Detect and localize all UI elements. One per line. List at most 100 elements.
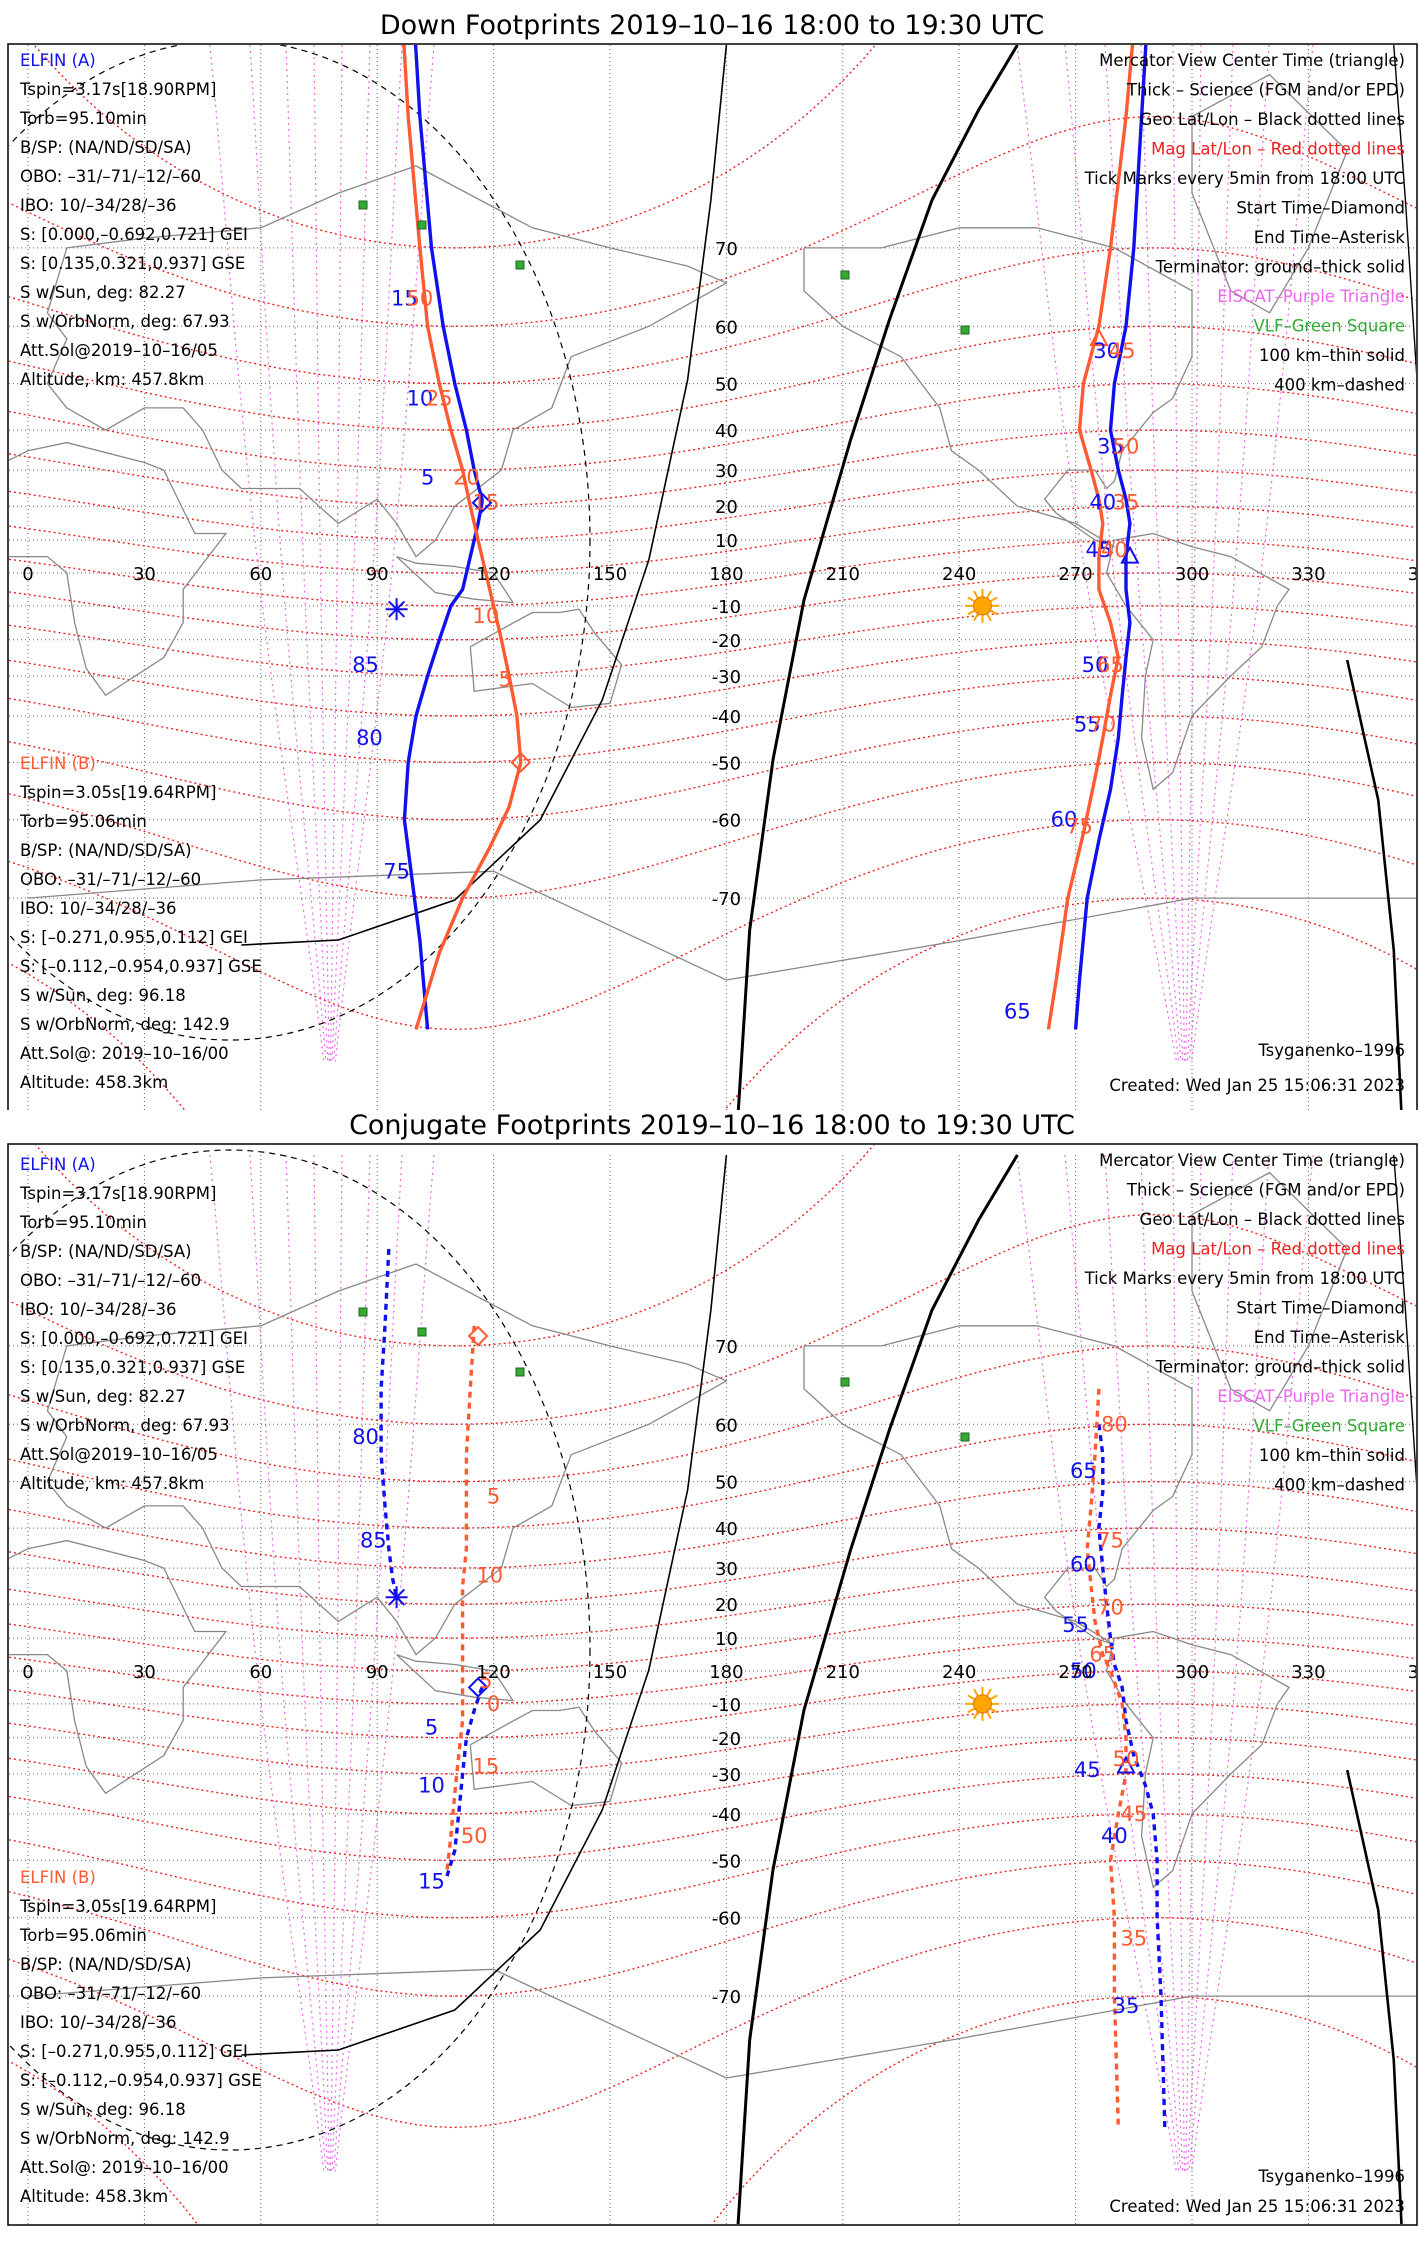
mag-lat-line bbox=[9, 325, 1416, 431]
mag-lon-line bbox=[1140, 45, 1184, 1062]
mag-lat-line bbox=[9, 1813, 1416, 1919]
legend-item: 400 km–dashed bbox=[1274, 1476, 1405, 1495]
elfin-b-info-line: S: [–0.112,–0.954,0.937] GSE bbox=[20, 2071, 262, 2090]
track-time-label: 40 bbox=[1089, 491, 1116, 515]
elfin-b-info-line: S w/Sun, deg: 96.18 bbox=[20, 986, 186, 1005]
mag-lon-line bbox=[333, 45, 403, 1062]
track-time-label: 15 bbox=[418, 1870, 445, 1894]
track-time-label: 65 bbox=[1004, 999, 1031, 1023]
vlf-green-square bbox=[417, 1327, 427, 1337]
lon-tick-label: 300 bbox=[1175, 1662, 1209, 1683]
track-time-label: 50 bbox=[1113, 1747, 1140, 1771]
mag-lat-line bbox=[9, 1703, 1416, 1775]
mag-lon-line bbox=[313, 45, 330, 1062]
track-time-label: 80 bbox=[356, 726, 383, 750]
start-diamond bbox=[467, 1325, 489, 1347]
start-diamond bbox=[467, 1676, 489, 1698]
track-a-west bbox=[379, 1248, 399, 1598]
elfin-b-info-line: S w/Sun, deg: 96.18 bbox=[20, 2100, 186, 2119]
coastline bbox=[1191, 73, 1348, 314]
elfin-b-info-line: Torb=95.06min bbox=[19, 812, 147, 831]
mag-lon-line bbox=[334, 1154, 435, 2172]
mag-lon-line bbox=[1186, 1154, 1234, 2172]
elfin-a-info-line: S: [0.135,0.321,0.937] GSE bbox=[20, 254, 245, 273]
elfin-a-info-line: Att.Sol@2019–10–16/05 bbox=[20, 341, 218, 360]
terminator-ground bbox=[736, 1154, 1019, 2224]
elfin-b-info-line: Att.Sol@: 2019–10–16/00 bbox=[20, 2158, 229, 2177]
mag-lon-line bbox=[331, 1154, 371, 2172]
mag-lon-line bbox=[330, 1154, 343, 2172]
track-time-label: 45 bbox=[1109, 339, 1136, 363]
mag-lat-line bbox=[9, 1603, 1416, 1672]
legend-item: 100 km–thin solid bbox=[1259, 346, 1405, 365]
legend-item: EISCAT–Purple Triangle bbox=[1217, 287, 1405, 306]
lon-tick-label: 210 bbox=[826, 564, 860, 585]
track-time-label: 0 bbox=[487, 1692, 500, 1716]
track-time-labels: 2570155030451025355052040153545401085506… bbox=[352, 286, 1139, 1023]
lon-tick-label: 150 bbox=[593, 1662, 627, 1683]
mag-lat-line bbox=[9, 1480, 1416, 1569]
lat-tick-label: 20 bbox=[715, 497, 738, 518]
mag-lon-line bbox=[249, 45, 327, 1062]
track-time-label: 45 bbox=[1074, 1758, 1101, 1782]
model-label: Tsyganenko–1996 bbox=[1257, 2167, 1405, 2186]
legend-item: Tick Marks every 5min from 18:00 UTC bbox=[1084, 1269, 1405, 1288]
track-time-label: 50 bbox=[1070, 1659, 1097, 1683]
legend-item: Terminator: ground–thick solid bbox=[1155, 1358, 1405, 1377]
lat-tick-label: -40 bbox=[712, 707, 741, 728]
legend-item: 100 km–thin solid bbox=[1259, 1446, 1405, 1465]
terminator-lines bbox=[9, 45, 1416, 1115]
elfin-a-info-line: S w/OrbNorm, deg: 67.93 bbox=[20, 1416, 230, 1435]
lon-tick-label: 330 bbox=[1291, 1662, 1325, 1683]
mag-lat-line bbox=[33, 45, 877, 249]
lat-tick-label: -60 bbox=[712, 811, 741, 832]
track-time-label: 15 bbox=[472, 491, 499, 515]
vlf-green-square bbox=[515, 260, 525, 270]
geo-lat-lon-grid bbox=[9, 1155, 1416, 2224]
elfin-a-info-line: Torb=95.10min bbox=[19, 109, 147, 128]
plot-frame bbox=[7, 1143, 1418, 2226]
lat-tick-label: -50 bbox=[712, 1851, 741, 1872]
axis-tick-labels: 0306090120150180210240270300330360706050… bbox=[22, 1337, 1416, 2008]
terminator-right bbox=[1393, 45, 1416, 375]
track-time-label: 35 bbox=[1120, 1926, 1147, 1950]
lon-tick-label: 300 bbox=[1175, 564, 1209, 585]
track-time-label: 65 bbox=[1097, 653, 1124, 677]
mag-lon-line bbox=[285, 1154, 329, 2172]
start-diamond bbox=[471, 492, 493, 514]
legend-item: VLF–Green Square bbox=[1253, 317, 1405, 336]
elfin-a-name: ELFIN (A) bbox=[20, 51, 96, 70]
elfin-b-info-line: Altitude: 458.3km bbox=[20, 1073, 168, 1092]
track-time-label: 35 bbox=[1097, 435, 1124, 459]
track-a-west bbox=[402, 45, 484, 1030]
sun-icon bbox=[965, 1686, 1000, 1721]
lon-tick-label: 90 bbox=[366, 564, 389, 585]
track-time-label: 55 bbox=[1074, 713, 1101, 737]
elfin-b-info-line: IBO: 10/–34/28/–36 bbox=[20, 2013, 177, 2032]
track-time-label: 10 bbox=[472, 604, 499, 628]
center-time-triangle bbox=[1120, 545, 1140, 564]
track-time-label: 5 bbox=[421, 466, 434, 490]
terminator-ground bbox=[736, 45, 1019, 1115]
mag-lon-line bbox=[333, 1154, 403, 2172]
coastline bbox=[803, 227, 1193, 548]
lat-tick-label: 40 bbox=[715, 1519, 738, 1540]
elfin-b-info-line: OBO: –31/–71/–12/–60 bbox=[20, 1984, 201, 2003]
conjugate-footprints-plot: Conjugate Footprints 2019–10–16 18:00 to… bbox=[0, 1110, 1425, 2235]
track-time-label: 55 bbox=[1062, 1613, 1089, 1637]
lat-tick-label: 30 bbox=[715, 1559, 738, 1580]
mag-lat-line bbox=[9, 761, 1416, 899]
elfin-b-info-line: S: [–0.112,–0.954,0.937] GSE bbox=[20, 957, 262, 976]
track-time-label: 50 bbox=[461, 1824, 488, 1848]
elfin-a-info-line: Altitude, km: 457.8km bbox=[20, 370, 204, 389]
lon-tick-label: 150 bbox=[593, 564, 627, 585]
legend-item: Tick Marks every 5min from 18:00 UTC bbox=[1084, 169, 1405, 188]
vlf-green-square bbox=[358, 1307, 368, 1317]
track-a-east bbox=[1073, 45, 1148, 1030]
legend: Mercator View Center Time (triangle) Thic… bbox=[1084, 51, 1406, 395]
coastlines bbox=[9, 73, 1416, 981]
track-time-label: 15 bbox=[472, 1754, 499, 1778]
lat-tick-label: 30 bbox=[715, 461, 738, 482]
mag-lat-line bbox=[9, 1995, 1416, 2224]
track-b-west bbox=[445, 1325, 476, 1871]
